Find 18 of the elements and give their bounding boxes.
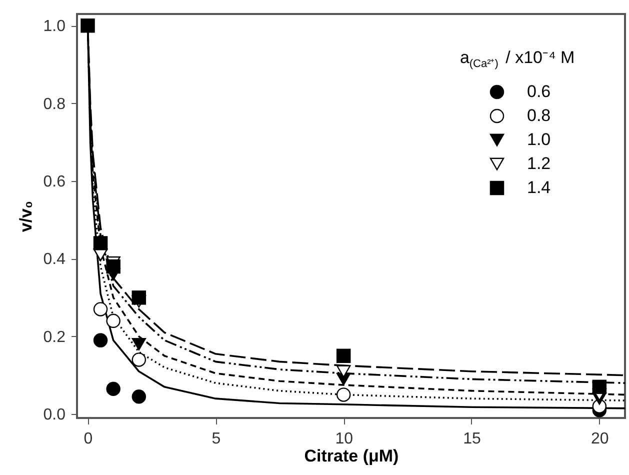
legend-label: 1.4: [527, 178, 551, 197]
x-tick-label: 20: [591, 430, 609, 448]
x-axis-title: Citrate (μM): [304, 446, 399, 466]
y-axis-title: v/v₀: [16, 200, 36, 232]
legend-label: 0.6: [527, 82, 551, 101]
y-tick-label: 0.6: [43, 174, 66, 191]
x-tick-label: 0: [84, 430, 93, 448]
legend-label: 1.0: [527, 130, 551, 149]
x-tick-label: 10: [335, 430, 354, 448]
y-tick-label: 1.0: [43, 18, 66, 36]
x-tick-label: 15: [463, 430, 481, 448]
legend-label: 0.8: [527, 106, 551, 125]
y-tick-label: 0.0: [43, 406, 66, 424]
y-tick-label: 0.2: [43, 328, 66, 346]
legend-label: 1.2: [527, 154, 551, 173]
x-tick-label: 5: [212, 430, 221, 448]
y-tick-label: 0.4: [43, 251, 66, 268]
y-tick-label: 0.8: [43, 96, 66, 113]
